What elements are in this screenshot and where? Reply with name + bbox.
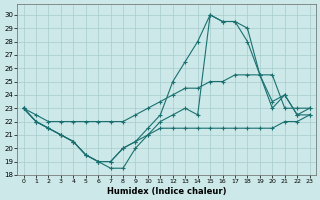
X-axis label: Humidex (Indice chaleur): Humidex (Indice chaleur) (107, 187, 226, 196)
